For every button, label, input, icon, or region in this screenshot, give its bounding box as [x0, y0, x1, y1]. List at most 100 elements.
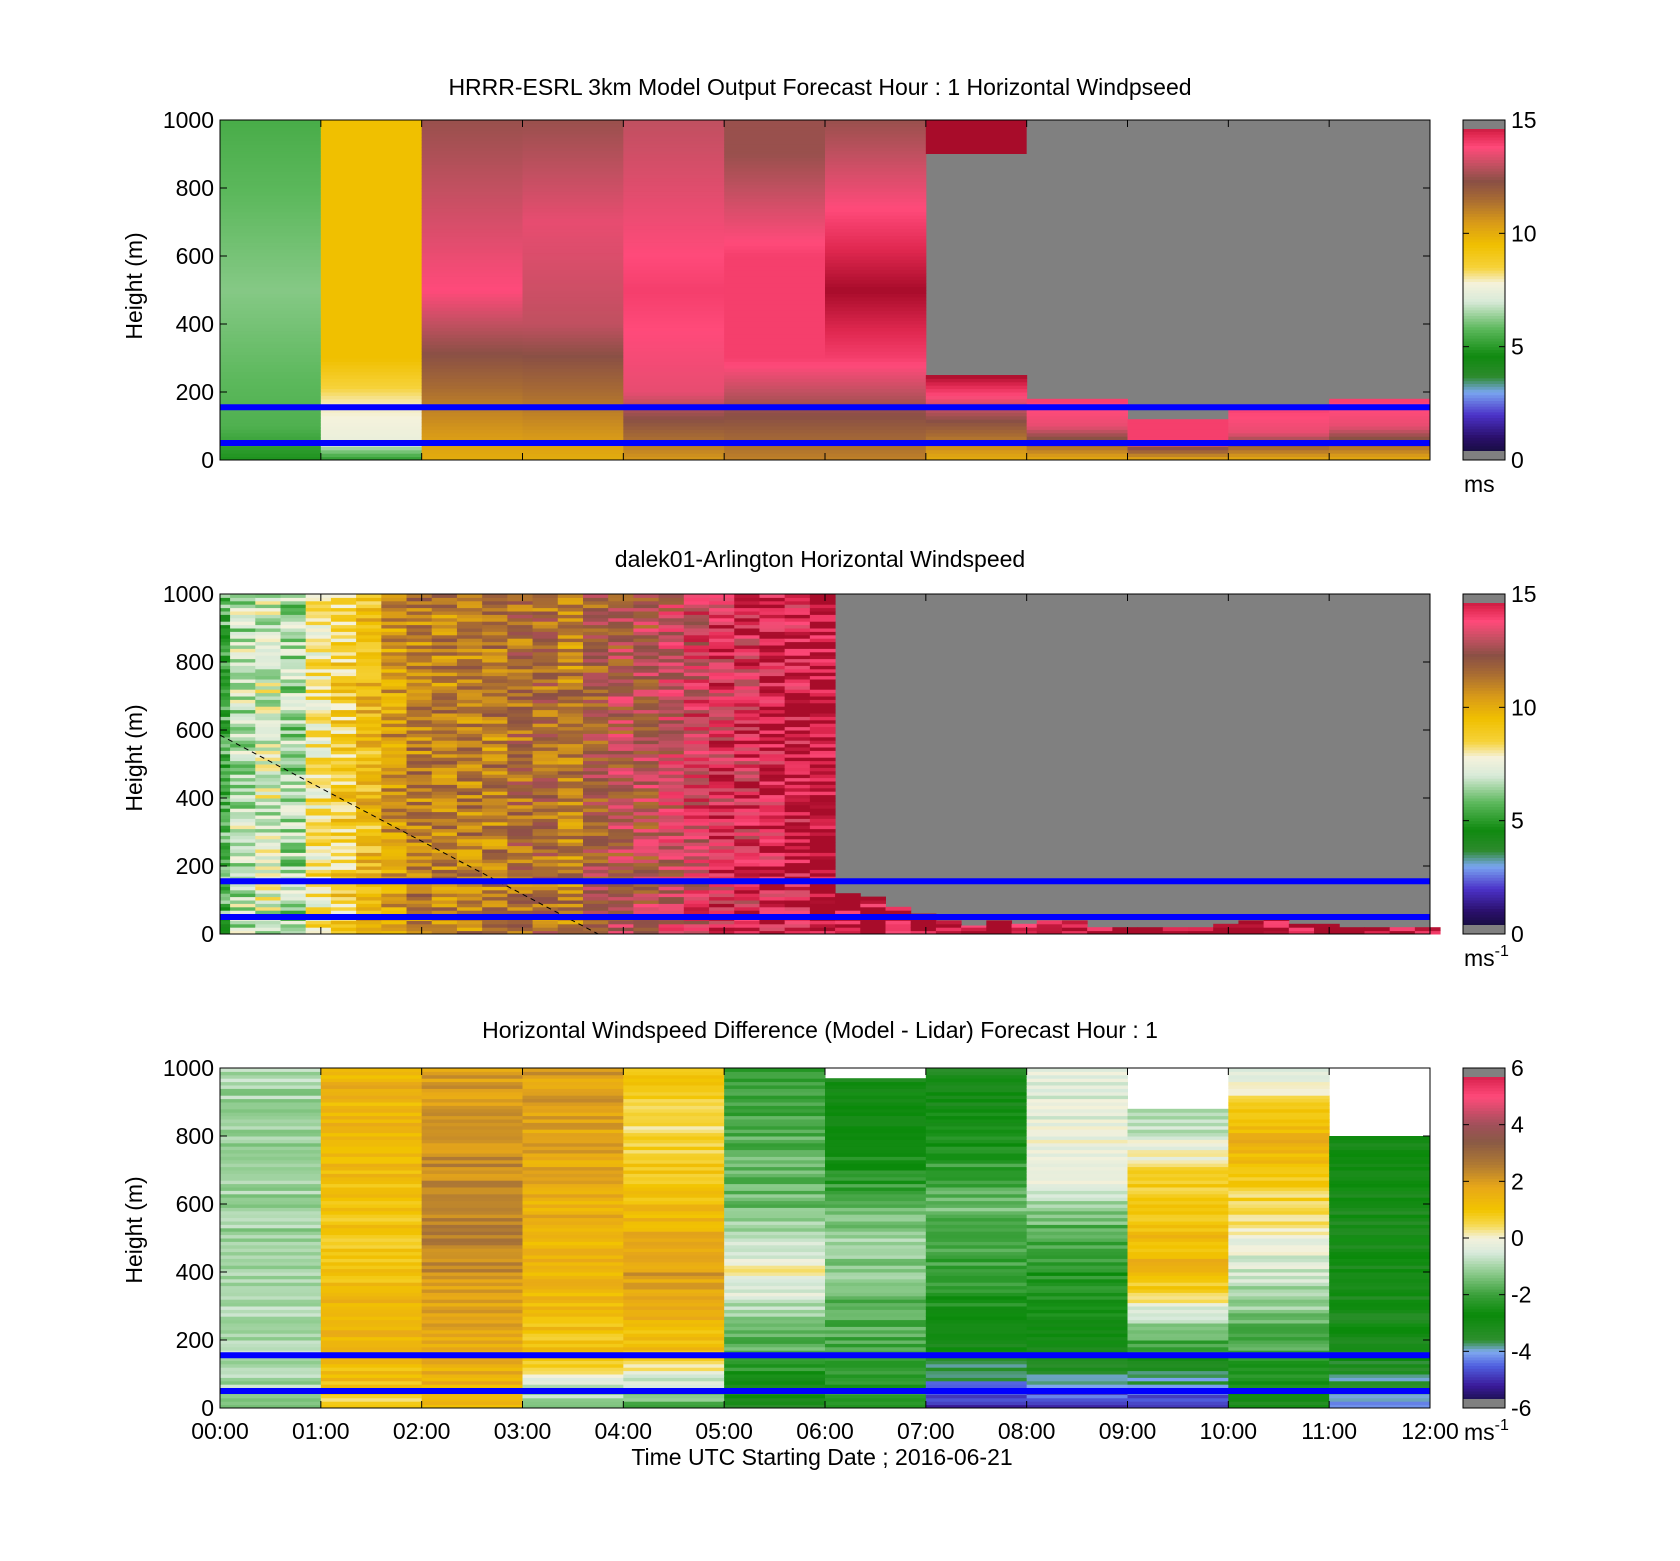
- heatmap-cell: [623, 1115, 725, 1120]
- colorbar-swatch: [1463, 148, 1505, 152]
- colorbar-swatch: [1463, 428, 1505, 433]
- heatmap-cell: [608, 743, 634, 748]
- heatmap-cell: [1329, 1166, 1431, 1171]
- heatmap-cell: [522, 1102, 624, 1106]
- heatmap-cell: [220, 1316, 322, 1321]
- y-tick-label: 200: [176, 1327, 214, 1353]
- heatmap-cell: [925, 1340, 1028, 1344]
- heatmap-cell: [583, 923, 609, 928]
- heatmap-cell: [623, 1394, 725, 1399]
- heatmap-cell: [356, 702, 382, 707]
- heatmap-cell: [1026, 1108, 1128, 1113]
- heatmap-cell: [724, 147, 826, 152]
- heatmap-cell: [825, 133, 927, 138]
- heatmap-cell: [406, 883, 433, 887]
- heatmap-cell: [623, 283, 725, 288]
- colorbar-swatch: [1463, 216, 1505, 220]
- heatmap-cell: [220, 1397, 322, 1402]
- heatmap-cell: [809, 733, 836, 738]
- heatmap-cell: [623, 1265, 725, 1270]
- heatmap-cell: [1026, 1187, 1128, 1191]
- heatmap-cell: [421, 303, 523, 308]
- heatmap-cell: [320, 160, 423, 165]
- heatmap-cell: [825, 211, 927, 216]
- heatmap-cell: [724, 266, 826, 271]
- colorbar-swatch: [1463, 792, 1505, 796]
- heatmap-cell: [1228, 1251, 1330, 1256]
- heatmap-cell: [255, 723, 281, 728]
- heatmap-cell: [608, 675, 634, 680]
- colorbar-swatch: [1463, 919, 1505, 924]
- heatmap-cell: [1228, 1380, 1330, 1385]
- heatmap-cell: [431, 696, 458, 700]
- heatmap-cell: [683, 675, 710, 680]
- heatmap-cell: [320, 1204, 423, 1208]
- heatmap-cell: [825, 1088, 927, 1093]
- heatmap-cell: [456, 641, 483, 646]
- heatmap-cell: [724, 1159, 826, 1164]
- heatmap-cell: [220, 658, 231, 663]
- heatmap-cell: [633, 692, 660, 697]
- heatmap-cell: [330, 889, 357, 894]
- heatmap-cell: [583, 726, 609, 731]
- colorbar-swatch: [1463, 182, 1505, 186]
- heatmap-cell: [381, 821, 408, 826]
- heatmap-cell: [623, 1384, 725, 1389]
- heatmap-cell: [482, 866, 508, 870]
- heatmap-cell: [724, 310, 826, 315]
- heatmap-cell: [330, 906, 357, 911]
- heatmap-cell: [356, 889, 382, 894]
- heatmap-cell: [608, 682, 634, 687]
- heatmap-cell: [825, 300, 927, 305]
- heatmap-cell: [1314, 923, 1340, 928]
- heatmap-cell: [623, 1377, 725, 1382]
- colorbar-swatch: [1463, 397, 1505, 401]
- heatmap-cell: [421, 1309, 523, 1314]
- heatmap-cell: [220, 150, 322, 155]
- heatmap-cell: [986, 927, 1013, 932]
- heatmap-cell: [557, 774, 584, 779]
- heatmap-cell: [557, 872, 584, 877]
- heatmap-cell: [734, 621, 760, 626]
- heatmap-cell: [734, 726, 760, 731]
- heatmap-cell: [320, 1210, 423, 1215]
- heatmap-cell: [825, 1231, 927, 1236]
- heatmap-cell: [220, 828, 231, 833]
- heatmap-cell: [623, 1108, 725, 1113]
- heatmap-cell: [482, 747, 508, 751]
- heatmap-cell: [1127, 1275, 1229, 1280]
- heatmap-cell: [724, 228, 826, 233]
- heatmap-cell: [623, 1176, 725, 1181]
- heatmap-cell: [623, 290, 725, 294]
- heatmap-cell: [1329, 1380, 1431, 1385]
- heatmap-cell: [809, 855, 836, 860]
- heatmap-cell: [734, 614, 760, 619]
- heatmap-cell: [406, 736, 433, 741]
- heatmap-cell: [1329, 1336, 1431, 1341]
- heatmap-cell: [809, 845, 836, 850]
- heatmap-cell: [482, 753, 508, 758]
- heatmap-cell: [507, 825, 534, 830]
- heatmap-cell: [1026, 1261, 1128, 1266]
- heatmap-cell: [255, 869, 281, 874]
- heatmap-cell: [482, 903, 508, 908]
- heatmap-cell: [320, 198, 423, 203]
- heatmap-cell: [925, 1234, 1028, 1239]
- heatmap-cell: [305, 713, 332, 717]
- heatmap-cell: [925, 1071, 1028, 1076]
- heatmap-cell: [683, 723, 710, 728]
- heatmap-cell: [532, 662, 559, 666]
- heatmap-cell: [1026, 1278, 1128, 1283]
- heatmap-cell: [1228, 1183, 1330, 1188]
- heatmap-cell: [759, 614, 786, 619]
- heatmap-cell: [724, 191, 826, 196]
- heatmap-cell: [759, 835, 786, 840]
- heatmap-cell: [431, 862, 458, 867]
- heatmap-cell: [623, 347, 725, 352]
- heatmap-cell: [522, 225, 624, 230]
- heatmap-cell: [583, 675, 609, 680]
- heatmap-cell: [482, 764, 508, 768]
- heatmap-cell: [759, 750, 786, 755]
- heatmap-cell: [220, 1377, 322, 1382]
- heatmap-cell: [482, 849, 508, 853]
